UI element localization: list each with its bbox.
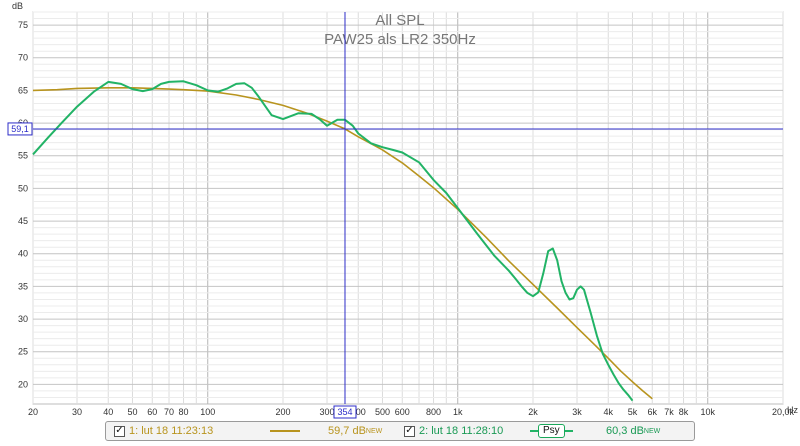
- x-tick-label: 40: [103, 407, 113, 417]
- x-tick-label: 3k: [572, 407, 582, 417]
- x-tick-label: 800: [426, 407, 441, 417]
- legend-value-1: 59,7 dB NEW: [328, 424, 382, 438]
- x-tick-label: 7k: [664, 407, 674, 417]
- x-tick-label: 400: [351, 407, 366, 417]
- x-tick-label: 4k: [603, 407, 613, 417]
- chart-title: All SPL: [375, 12, 424, 29]
- legend-value-2: 60,3 dB NEW: [606, 424, 660, 438]
- y-tick-label: 75: [18, 20, 28, 30]
- x-tick-label: 300: [320, 407, 335, 417]
- y-tick-label: 25: [18, 347, 28, 357]
- legend-label-2: 2: lut 18 11:28:10: [419, 425, 504, 437]
- cursor-y-box: [7, 122, 33, 136]
- legend-item-1[interactable]: ✓ 1: lut 18 11:23:13: [114, 424, 213, 438]
- x-tick-label: 10k: [700, 407, 715, 417]
- y-tick-label: 50: [18, 183, 28, 193]
- x-axis-ticks: 20 30 40 50 60 70 80 100 200 300 400 500 600 800 1k 2k 3…: [28, 407, 795, 417]
- x-axis-unit: Hz: [787, 405, 798, 415]
- x-tick-label: 60: [147, 407, 157, 417]
- series-layer: [32, 80, 653, 402]
- cursor[interactable]: 59,1 354: [7, 12, 783, 419]
- legend-label-1: 1: lut 18 11:23:13: [129, 425, 214, 437]
- x-tick-label: 70: [164, 407, 174, 417]
- cursor-x-label: 354: [337, 407, 352, 417]
- x-tick-label: 100: [200, 407, 215, 417]
- y-tick-label: 20: [18, 379, 28, 389]
- x-tick-label: 30: [72, 407, 82, 417]
- spl-chart[interactable]: 20 25 30 35 40 45 50 55 60 65 70 75 20 30 40 50 60 70 80 1…: [0, 0, 800, 420]
- cursor-x-box: [333, 405, 357, 419]
- chart-subtitle: PAW25 als LR2 350Hz: [324, 31, 476, 48]
- x-tick-label: 200: [275, 407, 290, 417]
- legend-bar: ✓ 1: lut 18 11:23:13 59,7 dB NEW ✓ 2: lut…: [105, 421, 695, 441]
- series-line-2: [32, 80, 634, 402]
- legend-value-2-text: 60,3 dB: [606, 425, 644, 437]
- x-tick-label: 2k: [528, 407, 538, 417]
- y-tick-label: 30: [18, 314, 28, 324]
- x-tick-label: 5k: [628, 407, 638, 417]
- legend-psy-swatch-2[interactable]: Psy: [530, 424, 573, 438]
- grid: [32, 11, 784, 405]
- psy-badge[interactable]: Psy: [538, 424, 565, 438]
- y-axis-label: dB: [12, 1, 23, 11]
- legend-badge-1: NEW: [365, 427, 383, 435]
- x-tick-label: 6k: [648, 407, 658, 417]
- x-tick-label: 8k: [679, 407, 689, 417]
- x-tick-label: 1k: [453, 407, 463, 417]
- y-axis-ticks: 202530354045505560657075: [18, 20, 28, 389]
- y-tick-label: 35: [18, 281, 28, 291]
- legend-checkbox-1[interactable]: ✓: [114, 425, 125, 437]
- legend-value-1-text: 59,7 dB: [328, 425, 366, 437]
- legend-line-swatch-1: [270, 424, 300, 438]
- legend-checkbox-2[interactable]: ✓: [404, 425, 415, 437]
- y-tick-label: 65: [18, 85, 28, 95]
- y-tick-label: 70: [18, 53, 28, 63]
- x-tick-label: 600: [395, 407, 410, 417]
- legend-badge-2: NEW: [643, 427, 661, 435]
- cursor-y-label: 59,1: [11, 124, 29, 134]
- x-tick-label: 20,0k: [772, 407, 795, 417]
- y-tick-label: 55: [18, 151, 28, 161]
- x-tick-label: 50: [127, 407, 137, 417]
- x-tick-label: 500: [375, 407, 390, 417]
- x-tick-label: 20: [28, 407, 38, 417]
- y-tick-label: 40: [18, 249, 28, 259]
- y-tick-label: 45: [18, 216, 28, 226]
- x-tick-label: 80: [179, 407, 189, 417]
- legend-item-2[interactable]: ✓ 2: lut 18 11:28:10: [404, 424, 503, 438]
